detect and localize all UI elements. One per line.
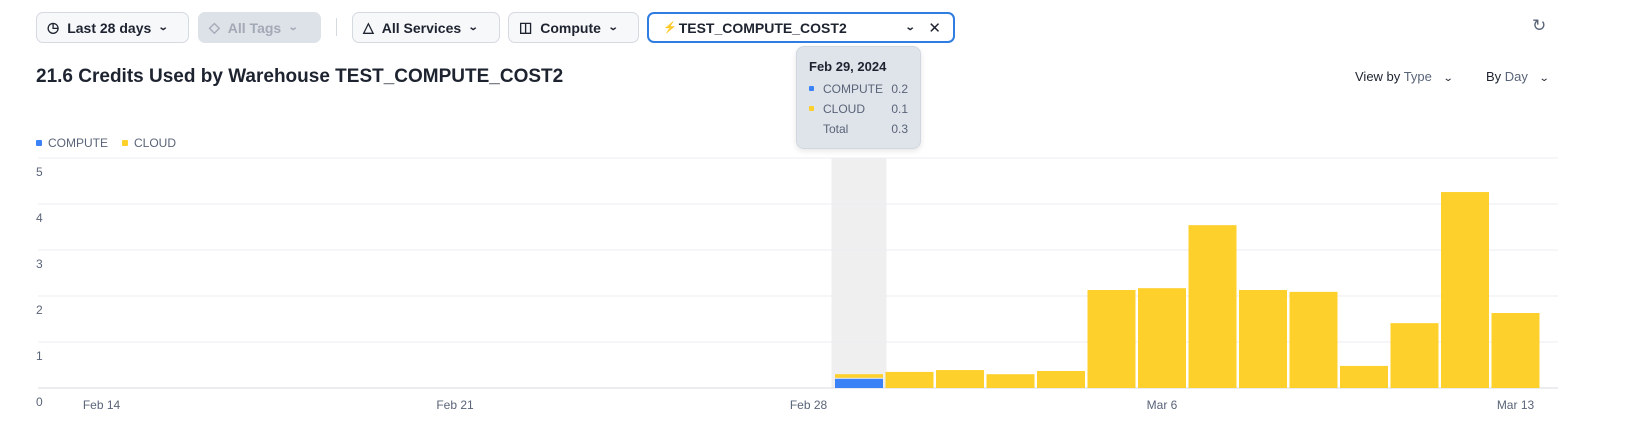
bar-cloud <box>1239 290 1287 388</box>
service-type-label: Compute <box>540 19 601 36</box>
clock-icon: ◷ <box>47 19 60 35</box>
chart-legend: COMPUTE CLOUD <box>36 136 176 150</box>
tooltip-row-cloud: CLOUD 0.1 <box>809 99 908 119</box>
bar-cloud <box>986 374 1035 388</box>
y-tick-label: 4 <box>36 211 43 225</box>
x-tick-label: Mar 6 <box>1147 398 1178 412</box>
hover-band <box>831 158 887 388</box>
chevron-down-icon: ⌄ <box>158 22 169 33</box>
chevron-down-icon: ⌄ <box>1538 73 1550 84</box>
bar-cloud <box>885 371 934 388</box>
bar-cloud <box>1188 225 1237 388</box>
tooltip-date: Feb 29, 2024 <box>809 59 887 74</box>
bar-cloud <box>1340 365 1388 388</box>
tags-label: All Tags <box>227 19 282 36</box>
bar-cloud <box>1289 291 1338 388</box>
services-dropdown[interactable]: △ All Services ⌄ <box>352 12 500 43</box>
page-title: 21.6 Credits Used by Warehouse TEST_COMP… <box>36 66 564 87</box>
chevron-down-icon: ⌄ <box>1442 73 1454 84</box>
view-by-dropdown[interactable]: View by Type ⌄ <box>1355 69 1454 84</box>
bar-cloud <box>1491 313 1540 388</box>
tooltip-row-total: Total 0.3 <box>823 122 908 136</box>
y-tick-label: 5 <box>36 165 43 179</box>
refresh-icon[interactable]: ↻ <box>1532 16 1547 35</box>
chevron-down-icon[interactable]: ⌄ <box>904 22 916 33</box>
by-period-dropdown[interactable]: By Day ⌄ <box>1486 69 1550 84</box>
chevron-down-icon: ⌄ <box>607 22 619 33</box>
bar-cloud <box>1441 192 1489 388</box>
y-tick-label: 3 <box>36 257 43 271</box>
y-tick-label: 2 <box>36 303 43 317</box>
legend-item-compute[interactable]: COMPUTE <box>36 136 108 150</box>
legend-item-cloud[interactable]: CLOUD <box>122 136 176 150</box>
tags-dropdown[interactable]: ◇ All Tags ⌄ <box>198 12 321 43</box>
chart-tooltip: Feb 29, 2024 COMPUTE 0.2 CLOUD 0.1 Total 0.… <box>796 46 921 149</box>
bar-cloud <box>835 374 883 378</box>
x-tick-label: Feb 28 <box>790 398 828 412</box>
bar-compute <box>835 378 883 388</box>
service-type-dropdown[interactable]: ◫ Compute ⌄ <box>508 12 639 43</box>
date-range-dropdown[interactable]: ◷ Last 28 days ⌄ <box>36 12 189 43</box>
x-tick-label: Feb 21 <box>436 398 474 412</box>
divider <box>336 18 337 36</box>
tag-icon: ◇ <box>209 19 220 35</box>
services-icon: △ <box>363 19 374 35</box>
warehouse-dropdown[interactable]: ⚡ TEST_COMPUTE_COST2 ⌄ ✕ <box>647 12 955 43</box>
bar-cloud <box>936 370 984 388</box>
bar-cloud <box>1037 370 1085 388</box>
view-by-value: Type <box>1403 69 1432 84</box>
y-tick-label: 1 <box>36 349 43 363</box>
chevron-down-icon: ⌄ <box>287 22 299 33</box>
date-range-label: Last 28 days <box>67 19 152 36</box>
database-icon: ◫ <box>519 19 533 35</box>
close-icon[interactable]: ✕ <box>928 19 941 37</box>
by-value: Day <box>1504 69 1528 84</box>
tooltip-row-compute: COMPUTE 0.2 <box>809 79 908 99</box>
services-label: All Services <box>381 19 462 36</box>
x-tick-label: Feb 14 <box>83 398 121 412</box>
bar-cloud <box>1087 290 1136 388</box>
chevron-down-icon: ⌄ <box>467 22 479 33</box>
x-tick-label: Mar 13 <box>1497 398 1535 412</box>
by-prefix: By <box>1486 69 1502 84</box>
warehouse-label: TEST_COMPUTE_COST2 <box>678 19 847 36</box>
view-by-prefix: View by <box>1355 69 1401 84</box>
bar-cloud <box>1138 288 1186 388</box>
bar-cloud <box>1390 323 1439 388</box>
warehouse-icon: ⚡ <box>663 22 677 34</box>
y-tick-label: 0 <box>36 395 43 409</box>
